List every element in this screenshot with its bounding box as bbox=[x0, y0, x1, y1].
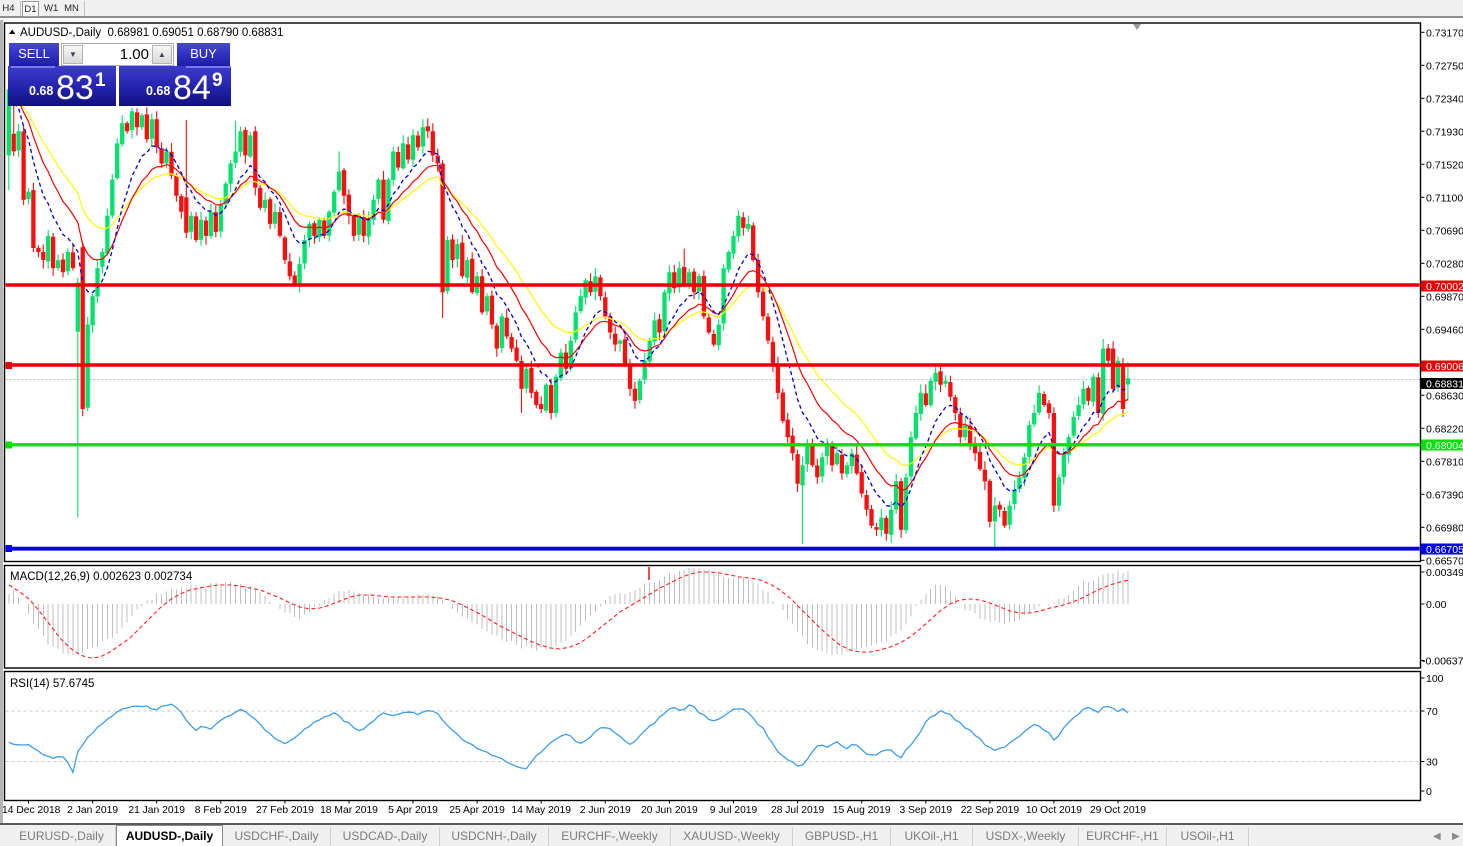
svg-text:MACD(12,26,9) 0.002623 0.00273: MACD(12,26,9) 0.002623 0.002734 bbox=[10, 571, 193, 583]
svg-text:0.69460: 0.69460 bbox=[1426, 324, 1463, 336]
svg-text:0.69006: 0.69006 bbox=[1426, 361, 1463, 373]
svg-text:22 Sep 2019: 22 Sep 2019 bbox=[961, 805, 1020, 816]
svg-text:0.00: 0.00 bbox=[1426, 599, 1447, 611]
svg-text:30: 30 bbox=[1426, 757, 1438, 769]
svg-text:8 Feb 2019: 8 Feb 2019 bbox=[195, 805, 247, 816]
svg-text:-0.00637: -0.00637 bbox=[1422, 655, 1463, 667]
svg-text:0.66705: 0.66705 bbox=[1426, 544, 1463, 556]
svg-text:2 Jan 2019: 2 Jan 2019 bbox=[67, 805, 118, 816]
svg-text:27 Feb 2019: 27 Feb 2019 bbox=[256, 805, 314, 816]
svg-text:RSI(14) 57.6745: RSI(14) 57.6745 bbox=[10, 678, 94, 690]
svg-text:0.72750: 0.72750 bbox=[1426, 60, 1463, 72]
svg-text:0.73170: 0.73170 bbox=[1426, 27, 1463, 39]
svg-text:0.71520: 0.71520 bbox=[1426, 159, 1463, 171]
svg-text:0.67810: 0.67810 bbox=[1426, 456, 1463, 468]
svg-text:0.70280: 0.70280 bbox=[1426, 258, 1463, 270]
svg-text:29 Oct 2019: 29 Oct 2019 bbox=[1090, 805, 1146, 816]
svg-text:0.68004: 0.68004 bbox=[1426, 440, 1463, 452]
svg-text:0.71930: 0.71930 bbox=[1426, 126, 1463, 138]
svg-text:100: 100 bbox=[1426, 673, 1444, 685]
svg-text:0.71100: 0.71100 bbox=[1426, 192, 1463, 204]
svg-text:25 Apr 2019: 25 Apr 2019 bbox=[449, 805, 505, 816]
svg-text:0.68630: 0.68630 bbox=[1426, 390, 1463, 402]
svg-text:0.72340: 0.72340 bbox=[1426, 93, 1463, 105]
svg-text:0.66570: 0.66570 bbox=[1426, 555, 1463, 567]
svg-text:14 May 2019: 14 May 2019 bbox=[511, 805, 571, 816]
svg-text:20 Jun 2019: 20 Jun 2019 bbox=[641, 805, 698, 816]
svg-text:AUDUSD-,Daily 0.68981 0.69051: AUDUSD-,Daily 0.68981 0.69051 0.68790 0.… bbox=[20, 27, 283, 39]
svg-text:0.67390: 0.67390 bbox=[1426, 489, 1463, 501]
svg-text:70: 70 bbox=[1426, 706, 1438, 718]
svg-text:3 Sep 2019: 3 Sep 2019 bbox=[899, 805, 952, 816]
svg-text:0.00349: 0.00349 bbox=[1426, 567, 1463, 579]
svg-text:0.70690: 0.70690 bbox=[1426, 225, 1463, 237]
svg-text:0.68831: 0.68831 bbox=[1426, 379, 1463, 391]
svg-text:9 Jul 2019: 9 Jul 2019 bbox=[710, 805, 758, 816]
svg-text:0: 0 bbox=[1426, 786, 1432, 798]
svg-text:15 Aug 2019: 15 Aug 2019 bbox=[833, 805, 891, 816]
svg-text:18 Mar 2019: 18 Mar 2019 bbox=[320, 805, 378, 816]
svg-text:10 Oct 2019: 10 Oct 2019 bbox=[1026, 805, 1082, 816]
svg-text:5 Apr 2019: 5 Apr 2019 bbox=[388, 805, 438, 816]
svg-text:0.69870: 0.69870 bbox=[1426, 291, 1463, 303]
svg-text:2 Jun 2019: 2 Jun 2019 bbox=[580, 805, 631, 816]
svg-text:14 Dec 2018: 14 Dec 2018 bbox=[2, 805, 61, 816]
svg-text:0.70002: 0.70002 bbox=[1426, 281, 1463, 293]
svg-text:28 Jul 2019: 28 Jul 2019 bbox=[771, 805, 825, 816]
svg-text:0.66980: 0.66980 bbox=[1426, 522, 1463, 534]
svg-text:0.68220: 0.68220 bbox=[1426, 423, 1463, 435]
svg-text:21 Jan 2019: 21 Jan 2019 bbox=[128, 805, 185, 816]
